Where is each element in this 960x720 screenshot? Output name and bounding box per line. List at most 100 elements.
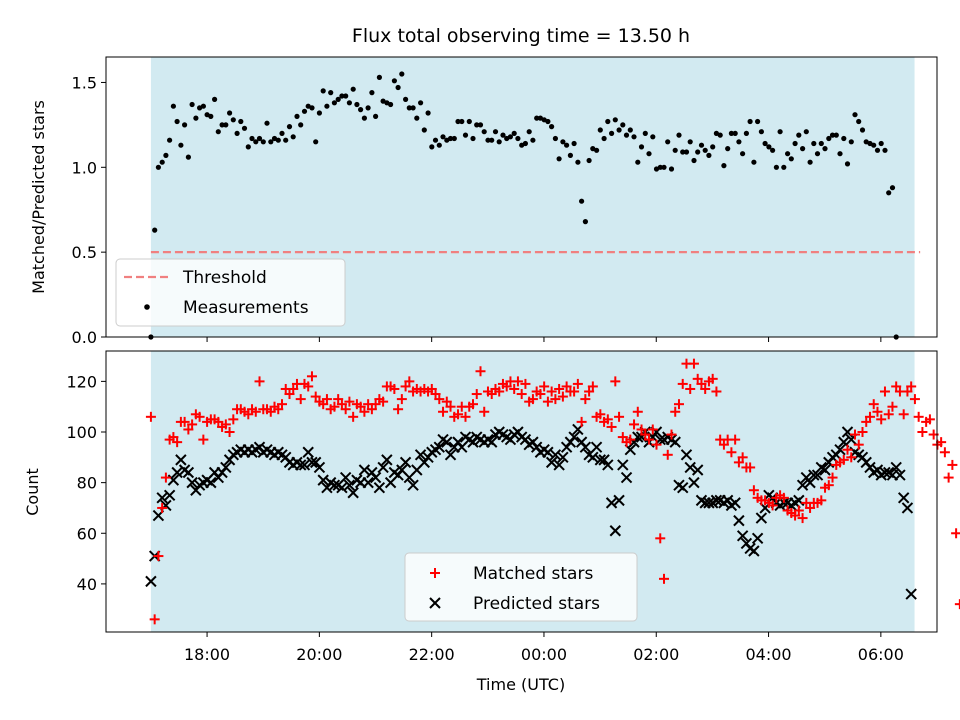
predicted-star-point: [171, 466, 183, 479]
measurement-point: [612, 117, 618, 123]
measurement-point: [152, 227, 158, 233]
measurement-point: [500, 132, 506, 138]
bottom-axes-frame: [105, 350, 938, 633]
measurement-point: [260, 139, 266, 145]
matched-star-point: [213, 416, 224, 427]
measurement-point: [642, 130, 648, 136]
matched-star-point: [561, 381, 572, 392]
bottom-y-axis-label: Count: [23, 468, 42, 516]
measurement-point: [335, 96, 341, 102]
bottom-x-tick-label: 04:00: [745, 645, 791, 664]
measurement-point: [571, 140, 577, 147]
matched-star-point: [340, 404, 351, 415]
matched-star-point: [475, 366, 486, 377]
matched-star-point: [947, 459, 958, 470]
measurement-point: [702, 147, 708, 153]
matched-star-point: [265, 406, 276, 417]
measurement-point: [238, 118, 244, 125]
measurement-point: [489, 137, 495, 143]
measurement-point: [492, 129, 499, 135]
measurement-point: [403, 96, 409, 102]
measurement-point: [466, 118, 472, 125]
measurement-point: [429, 144, 435, 150]
measurement-point: [440, 134, 446, 140]
bottom-y-tick-label: 60: [77, 524, 97, 543]
predicted-star-point: [879, 466, 891, 479]
measurement-point: [485, 137, 491, 143]
matched-star-point: [846, 452, 857, 463]
matched-star-point: [688, 358, 699, 369]
legend-measurements-swatch: [144, 304, 150, 310]
measurement-point: [369, 90, 375, 96]
measurement-point: [661, 164, 667, 170]
matched-star-point: [924, 414, 935, 425]
measurement-point: [447, 135, 454, 142]
measurement-point: [275, 137, 281, 143]
measurement-point: [785, 151, 791, 157]
matched-star-point: [632, 406, 643, 417]
matched-star-point: [172, 437, 183, 448]
measurement-point: [728, 130, 735, 136]
matched-star-point: [625, 434, 636, 445]
measurement-point: [582, 219, 589, 225]
measurement-point: [354, 101, 360, 108]
predicted-star-point: [579, 441, 592, 453]
measurement-point: [552, 135, 559, 142]
measurement-point: [743, 130, 750, 136]
measurement-point: [781, 164, 787, 170]
matched-star-point: [850, 429, 861, 440]
predicted-star-point: [703, 497, 715, 509]
measurement-point: [481, 129, 487, 135]
measurement-point: [462, 132, 469, 138]
measurement-point: [706, 152, 712, 158]
matched-star-point: [909, 394, 920, 405]
matched-star-point: [651, 439, 662, 450]
measurement-point: [298, 122, 304, 128]
top-y-tick-label: 0.0: [72, 328, 97, 347]
measurement-point: [698, 142, 705, 148]
matched-star-point: [160, 472, 171, 483]
predicted-star-point: [905, 588, 917, 600]
matched-star-point: [898, 409, 909, 420]
measurement-point: [822, 146, 828, 152]
predicted-star-point: [163, 489, 176, 502]
matched-star-point: [179, 416, 190, 427]
predicted-star-point: [602, 459, 614, 471]
matched-star-point: [404, 376, 415, 387]
matched-star-point: [951, 528, 960, 539]
measurement-point: [889, 185, 896, 191]
top-y-axis-label: Matched/Predicted stars: [29, 100, 48, 294]
measurement-point: [399, 71, 405, 77]
measurement-point: [279, 130, 285, 136]
matched-star-point: [254, 376, 265, 387]
bottom-x-ticks: 18:00 20:00 22:00 00:00 02:00 04:00 06:00: [184, 632, 904, 664]
matched-star-point: [876, 414, 887, 425]
measurement-point: [324, 103, 330, 109]
measurement-point: [155, 164, 161, 170]
measurement-point: [212, 96, 218, 102]
measurement-point: [650, 134, 656, 140]
matched-star-point: [838, 454, 849, 465]
measurement-point: [294, 113, 300, 119]
measurement-point: [346, 100, 352, 106]
measurement-point: [459, 118, 465, 125]
measurement-point: [455, 118, 461, 125]
matched-star-point: [183, 424, 194, 435]
top-x-ticks: [206, 337, 882, 342]
measurement-point: [328, 90, 334, 96]
measurement-point: [511, 130, 517, 136]
measurement-point: [710, 144, 716, 150]
predicted-star-point: [590, 441, 603, 453]
measurement-point: [773, 164, 780, 170]
matched-star-point: [726, 447, 737, 458]
matched-star-point: [396, 394, 407, 405]
matched-star-point: [400, 381, 411, 392]
measurement-point: [253, 139, 259, 145]
matched-star-point: [662, 449, 673, 460]
bottom-x-tick-label: 02:00: [633, 645, 679, 664]
measurement-point: [309, 105, 315, 111]
measurement-point: [732, 130, 738, 136]
matched-star-point: [797, 513, 808, 524]
predicted-star-point: [594, 454, 607, 466]
matched-star-point: [198, 434, 209, 445]
